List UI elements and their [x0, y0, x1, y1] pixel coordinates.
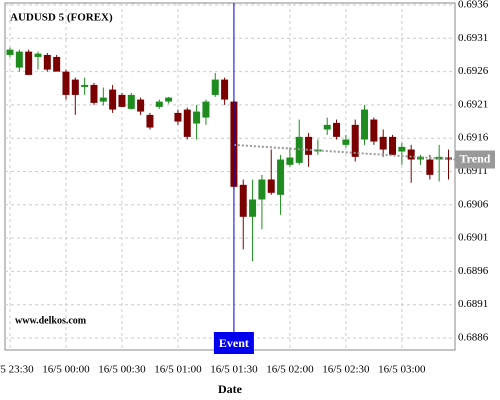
x-tick-label: 16/5 01:30: [210, 364, 258, 376]
candle-body: [155, 101, 163, 107]
candle-body: [277, 159, 285, 195]
candle-body: [62, 71, 70, 95]
candle-body: [389, 136, 397, 155]
candle-body: [221, 79, 229, 100]
candle-body: [258, 179, 266, 200]
candle-body: [370, 119, 378, 142]
candle-body: [118, 94, 126, 107]
candle-body: [174, 112, 182, 122]
trend-label-box: [455, 150, 495, 169]
y-tick-label: 0.6936: [458, 0, 489, 11]
event-label-box: [213, 332, 254, 354]
candle-body: [379, 136, 387, 150]
candle-body: [127, 94, 135, 109]
candle-body: [426, 159, 434, 175]
y-tick-label: 0.6901: [458, 232, 488, 244]
candle-body: [71, 79, 79, 95]
candle-body: [146, 114, 154, 128]
x-tick-label: 16/5 00:00: [42, 364, 90, 376]
chart-title: AUDUSD 5 (FOREX): [10, 12, 113, 24]
x-tick-label: 16/5 02:30: [322, 364, 370, 376]
candle-body: [183, 109, 191, 137]
candle-body: [193, 111, 201, 124]
y-tick-label: 0.6926: [458, 65, 489, 77]
y-tick-label: 0.6906: [458, 198, 489, 210]
y-tick-label: 0.6891: [458, 298, 488, 310]
trend-label: Trend: [460, 151, 491, 165]
x-tick-label: 15/5 23:30: [0, 364, 34, 376]
candle-body: [286, 157, 294, 165]
x-tick-label: 16/5 02:00: [266, 364, 314, 376]
candle-body: [81, 84, 89, 87]
candle-body: [99, 97, 107, 102]
event-label: Event: [219, 336, 249, 350]
y-tick-label: 0.6886: [458, 332, 489, 344]
candle-body: [267, 179, 275, 193]
candle-body: [351, 124, 359, 157]
x-tick-label: 16/5 03:00: [378, 364, 426, 376]
candle-body: [407, 149, 415, 160]
y-tick-label: 0.6896: [458, 265, 489, 277]
trend-line: [233, 143, 456, 161]
candle-body: [249, 199, 257, 217]
candle-body: [15, 51, 23, 68]
candle-body: [43, 54, 51, 70]
candle-body: [342, 139, 350, 145]
candle-body: [53, 56, 61, 72]
candle-body: [239, 184, 247, 217]
x-tick-label: 16/5 01:00: [154, 364, 202, 376]
candle-body: [25, 51, 33, 75]
y-tick-label: 0.6931: [458, 32, 488, 44]
candle-body: [137, 99, 145, 112]
y-tick-label: 0.6916: [458, 132, 489, 144]
candle-body: [211, 79, 219, 95]
candle-body: [6, 49, 14, 55]
candle-body: [34, 53, 42, 57]
candle-body: [90, 84, 98, 103]
candle-body: [398, 146, 406, 152]
candle-body: [202, 101, 210, 118]
candle-body: [323, 124, 331, 130]
candle-body: [109, 89, 117, 110]
candle-body: [333, 122, 341, 137]
x-axis-label: Date: [218, 382, 243, 396]
x-tick-label: 16/5 00:30: [98, 364, 146, 376]
plot-area: [4, 2, 456, 351]
candle-body: [305, 136, 313, 155]
candle-body: [417, 156, 425, 160]
candle-body: [361, 109, 369, 140]
y-tick-label: 0.6921: [458, 98, 488, 110]
watermark: www.delkos.com: [15, 315, 87, 326]
candle-body: [165, 97, 173, 102]
candle-body: [445, 157, 453, 160]
